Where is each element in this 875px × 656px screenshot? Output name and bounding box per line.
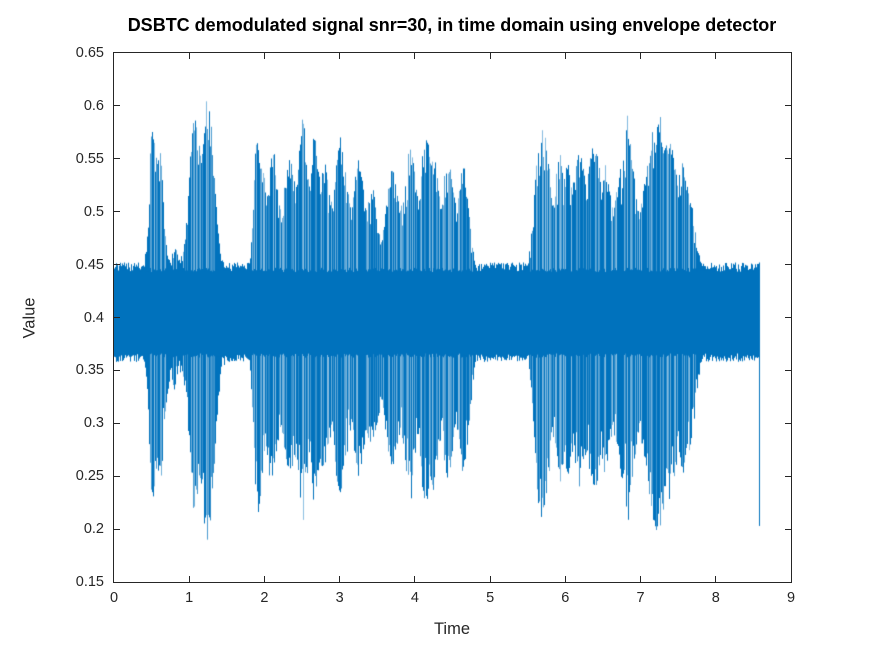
x-tick-label: 0	[109, 590, 119, 606]
y-tick-mark-right	[785, 317, 791, 318]
y-tick-label: 0.65	[75, 45, 104, 61]
y-tick-label: 0.15	[75, 574, 104, 590]
x-tick-mark	[640, 576, 642, 582]
y-tick-label: 0.35	[75, 362, 104, 379]
y-tick-mark	[114, 317, 120, 318]
plot-area	[113, 52, 792, 583]
x-tick-mark-top	[640, 53, 642, 59]
plot-title: DSBTC demodulated signal snr=30, in time…	[127, 15, 777, 35]
y-tick-label: 0.3	[83, 415, 104, 432]
y-tick-mark	[114, 158, 120, 160]
x-tick-label: 4	[410, 590, 419, 606]
x-tick-mark	[339, 576, 341, 582]
x-tick-mark-top	[715, 53, 717, 59]
x-tick-mark-top	[188, 53, 190, 59]
y-tick-label: 0.5	[83, 203, 104, 220]
x-tick-mark	[489, 576, 491, 582]
y-tick-mark	[114, 528, 120, 530]
y-tick-label: 0.6	[83, 97, 104, 114]
x-tick-mark-top	[564, 53, 566, 59]
x-tick-label: 8	[711, 590, 720, 606]
signal-canvas	[114, 53, 791, 582]
y-tick-label: 0.25	[75, 468, 104, 485]
x-axis-label: Time	[433, 620, 471, 638]
y-tick-label: 0.55	[75, 150, 104, 167]
x-tick-mark	[263, 576, 265, 582]
x-tick-mark	[715, 576, 717, 582]
x-tick-label: 3	[335, 590, 344, 606]
y-tick-mark-right	[785, 369, 791, 371]
x-tick-label: 9	[786, 590, 796, 606]
y-tick-mark-right	[785, 422, 791, 424]
y-tick-mark-right	[785, 475, 791, 477]
y-tick-mark-right	[785, 158, 791, 160]
y-tick-mark	[114, 422, 120, 424]
x-tick-label: 1	[185, 590, 194, 606]
y-tick-label: 0.4	[83, 309, 104, 326]
y-tick-mark-right	[785, 105, 791, 107]
x-tick-mark-top	[263, 53, 265, 59]
x-tick-mark-top	[339, 53, 341, 59]
x-tick-mark-top	[489, 53, 491, 59]
x-tick-mark	[564, 576, 566, 582]
y-tick-mark-right	[785, 211, 791, 213]
y-tick-mark-right	[785, 264, 791, 266]
x-tick-mark	[188, 576, 190, 582]
y-tick-mark-right	[785, 528, 791, 530]
x-tick-label: 2	[260, 590, 269, 606]
x-tick-label: 5	[486, 590, 495, 606]
y-tick-mark	[114, 264, 120, 266]
y-tick-mark	[114, 105, 120, 107]
y-tick-mark	[114, 475, 120, 477]
x-tick-label: 7	[636, 590, 645, 606]
y-tick-label: 0.2	[83, 521, 104, 538]
y-tick-label: 0.45	[75, 256, 104, 273]
x-tick-mark	[414, 576, 416, 582]
y-tick-mark	[114, 369, 120, 371]
x-tick-label: 6	[561, 590, 570, 606]
x-tick-mark-top	[414, 53, 416, 59]
y-tick-mark	[114, 211, 120, 213]
